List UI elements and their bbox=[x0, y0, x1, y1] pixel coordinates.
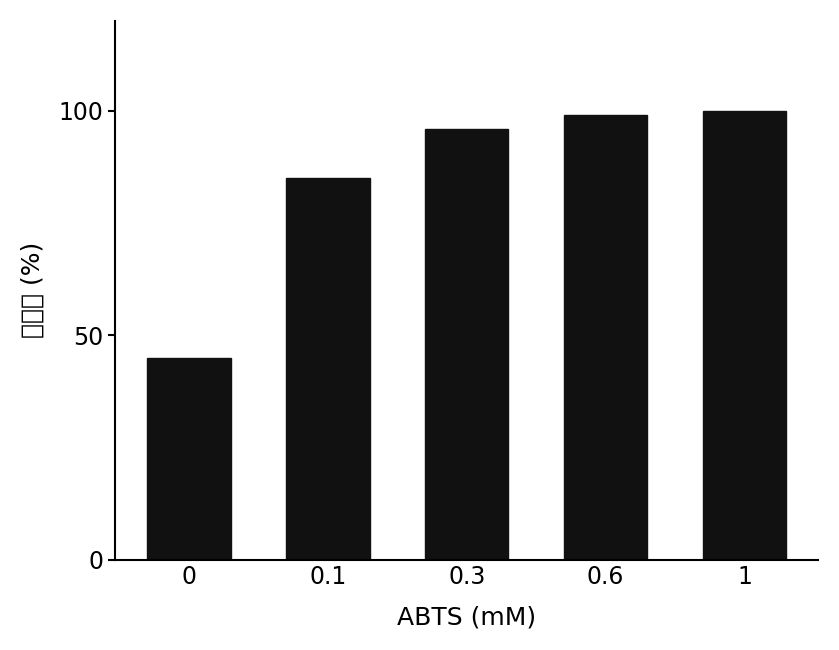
Bar bbox=[425, 129, 508, 560]
Bar bbox=[148, 358, 231, 560]
Bar bbox=[286, 178, 369, 560]
Bar bbox=[564, 115, 648, 560]
Y-axis label: 降解率 (%): 降解率 (%) bbox=[21, 242, 44, 339]
Bar bbox=[703, 111, 786, 560]
X-axis label: ABTS (mM): ABTS (mM) bbox=[397, 605, 536, 629]
